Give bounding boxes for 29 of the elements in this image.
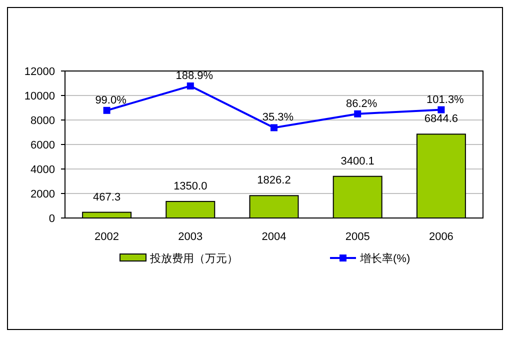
data-label: 467.3 bbox=[93, 191, 121, 204]
point bbox=[270, 124, 278, 132]
data-label: 1826.2 bbox=[257, 174, 291, 187]
data-label: 35.3% bbox=[262, 112, 294, 124]
y-tick-label: 10000 bbox=[24, 90, 55, 102]
x-tick-label: 2005 bbox=[345, 231, 370, 243]
legend-label: 增长率(%) bbox=[359, 252, 410, 265]
point bbox=[438, 106, 445, 114]
data-label: 101.3% bbox=[426, 94, 464, 106]
data-label: 99.0% bbox=[95, 94, 127, 106]
y-tick-label: 12000 bbox=[24, 66, 55, 78]
y-tick-label: 4000 bbox=[30, 164, 55, 176]
point bbox=[103, 106, 110, 114]
data-label: 1350.0 bbox=[174, 180, 208, 192]
y-tick-label: 0 bbox=[48, 213, 55, 225]
point bbox=[186, 82, 194, 90]
y-tick-label: 6000 bbox=[30, 140, 55, 152]
x-tick-label: 2006 bbox=[428, 231, 454, 243]
x-tick-label: 2002 bbox=[94, 231, 120, 243]
legend-label: 投放费用（万元） bbox=[149, 252, 238, 265]
y-tick-label: 8000 bbox=[30, 115, 55, 127]
data-label: 6844.6 bbox=[424, 113, 458, 126]
y-tick-label: 2000 bbox=[30, 188, 55, 200]
data-label: 3400.1 bbox=[340, 155, 374, 168]
data-label: 188.9% bbox=[176, 70, 214, 82]
x-tick-label: 2004 bbox=[262, 231, 286, 243]
x-tick-label: 2003 bbox=[178, 231, 203, 243]
point bbox=[354, 110, 362, 118]
data-label: 86.2% bbox=[346, 98, 378, 110]
